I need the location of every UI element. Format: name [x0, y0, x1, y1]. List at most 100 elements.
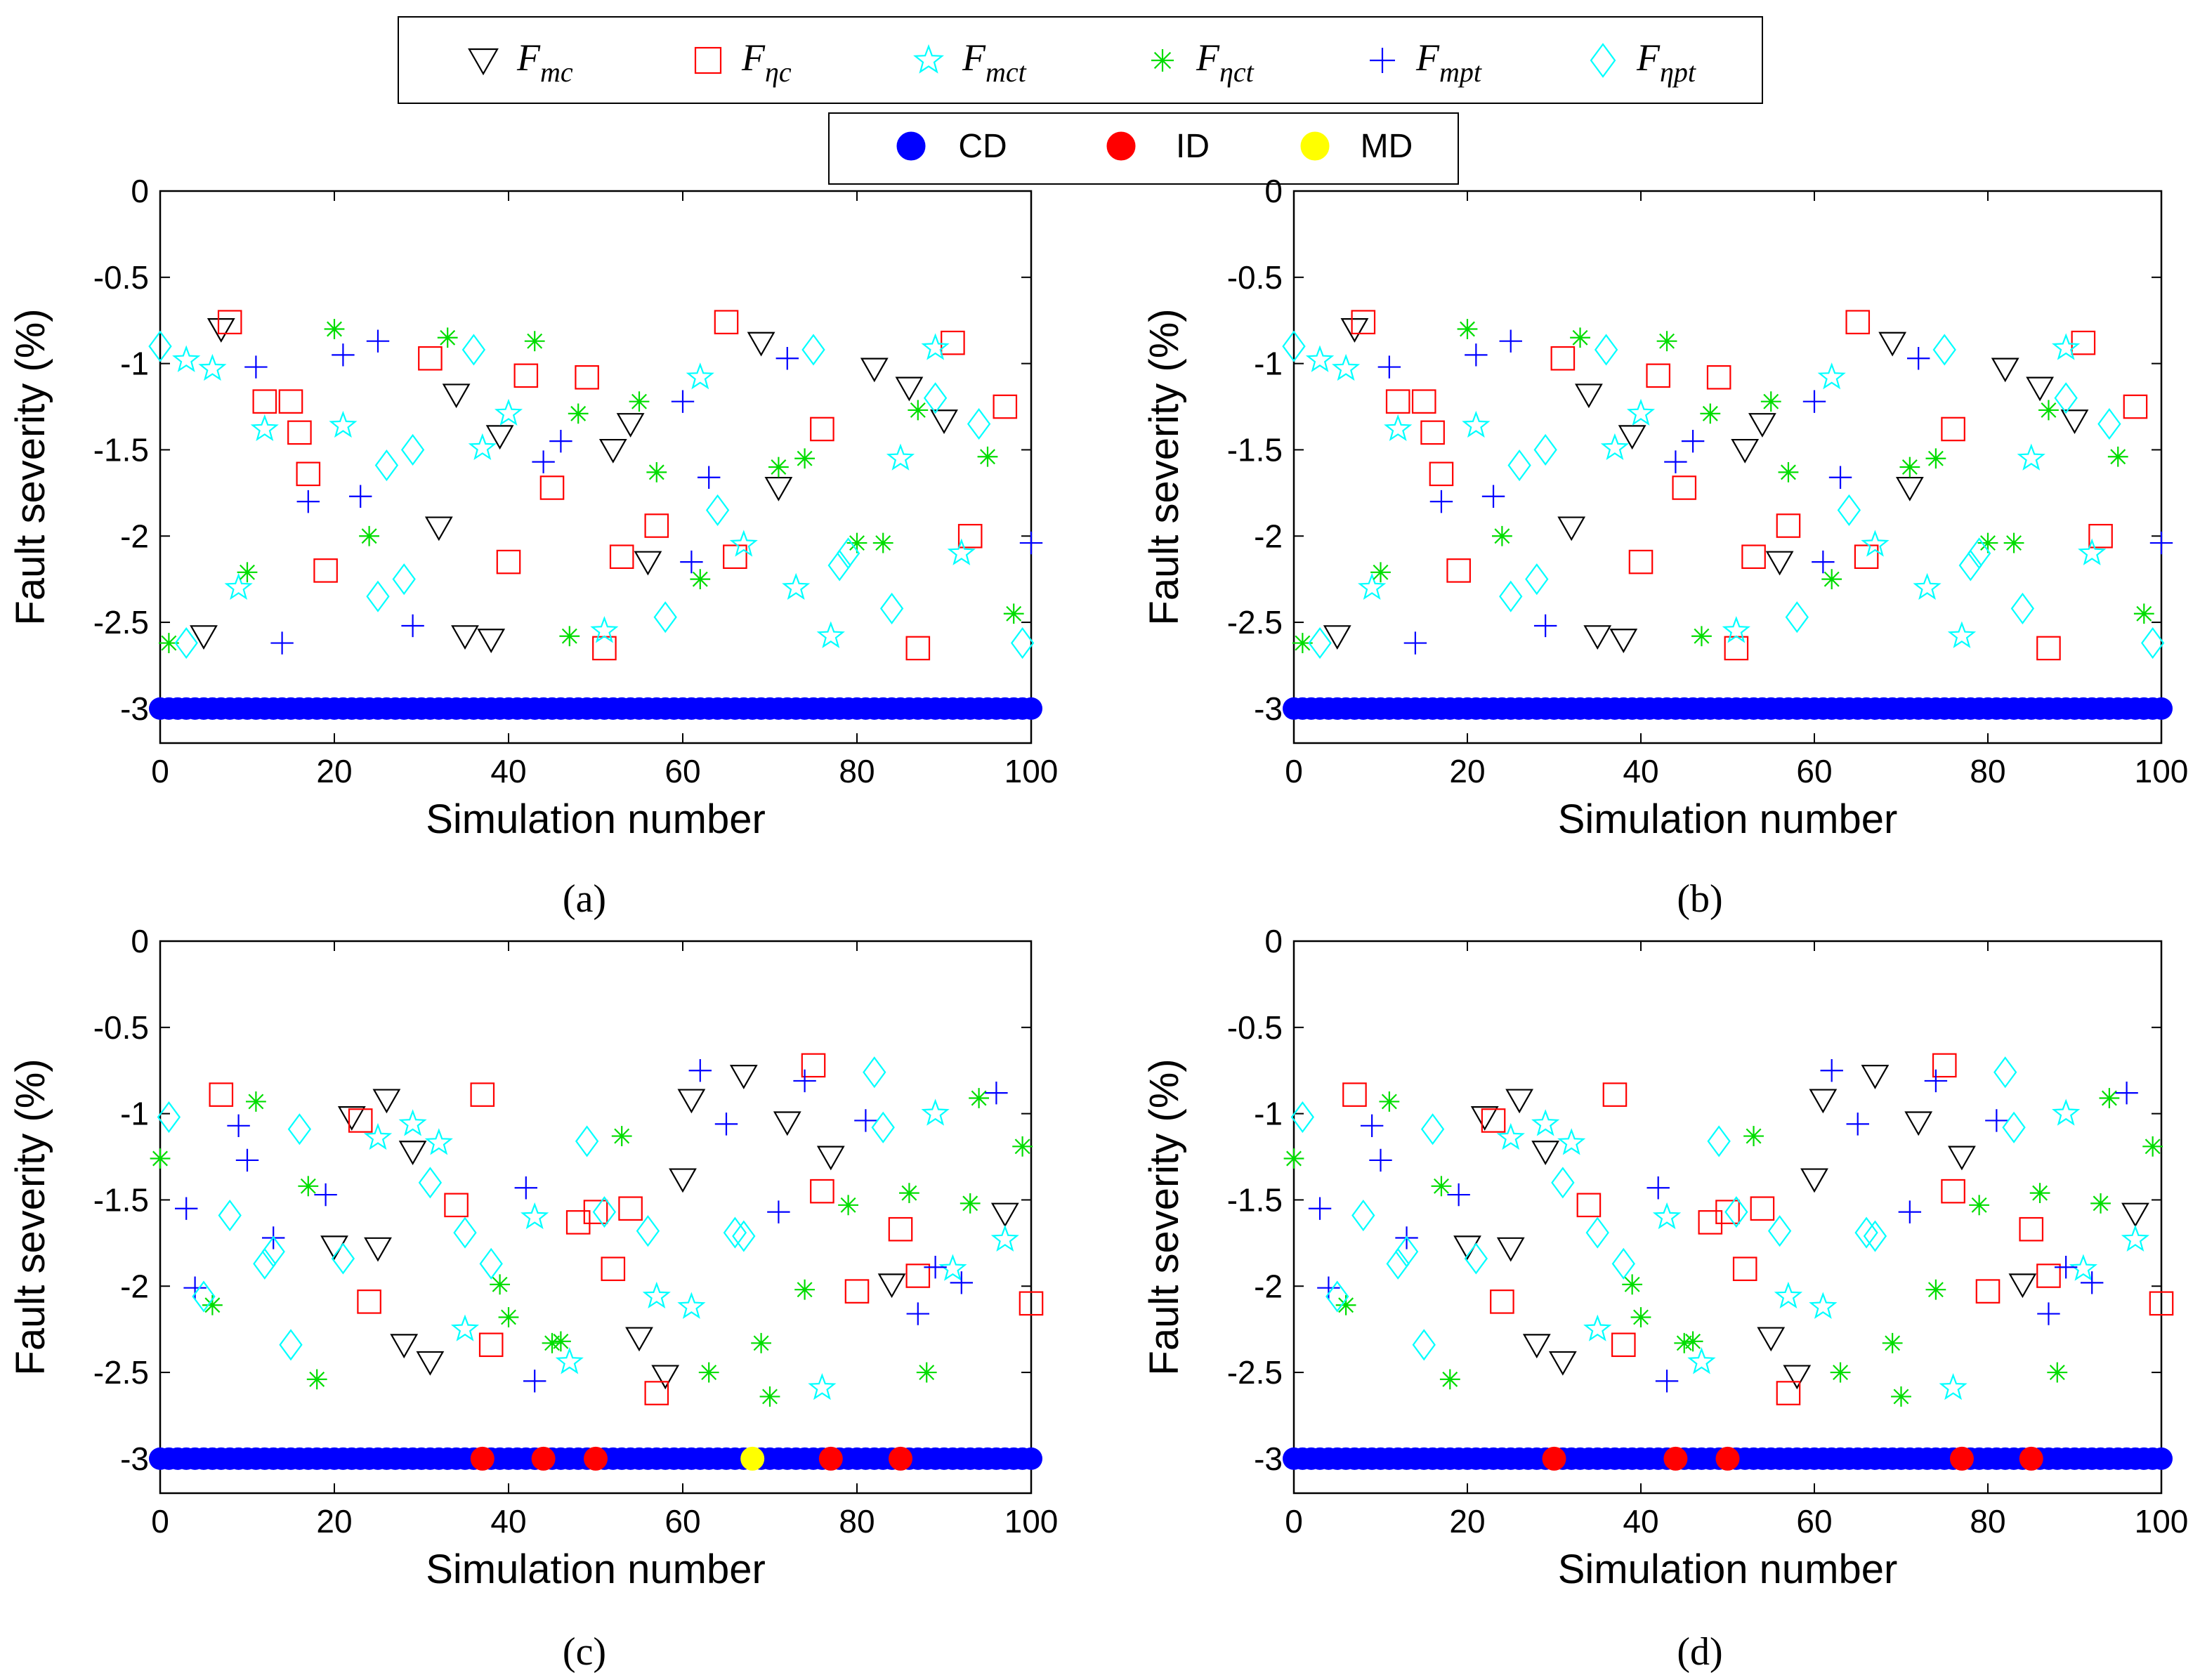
data-point-F_ηc [905, 636, 931, 661]
data-point-F_mc [930, 409, 958, 434]
data-point-F_ηct [646, 461, 667, 483]
y-tick-label: -1 [1254, 346, 1283, 382]
data-point-F_ηct [872, 532, 893, 553]
data-point-F_mpt [1646, 1176, 1670, 1200]
data-point-F_ηpt [279, 1329, 303, 1361]
data-point-F_mc [398, 1141, 427, 1165]
diagnosis-dots [149, 1446, 1042, 1471]
x-tick-label: 80 [1970, 753, 2005, 789]
data-point-F_ηct [1891, 1386, 1911, 1407]
data-point-F_mc [2060, 409, 2089, 434]
data-point-F_ηct [908, 400, 929, 421]
data-point-F_ηc [888, 1216, 913, 1242]
data-point-F_ηpt [461, 334, 486, 366]
data-point-F_ηpt [1611, 1247, 1635, 1280]
data-point-F_mc [990, 1202, 1019, 1228]
data-point-F_mc [1618, 425, 1646, 450]
data-point-F_mct [224, 572, 253, 601]
data-point-F_ηc [2149, 1291, 2174, 1316]
data-point-F_ηc [1715, 1200, 1740, 1224]
data-point-F_ηpt [1585, 1216, 1609, 1249]
legend-label-Fηct: Fηct [1196, 37, 1255, 88]
data-point-F_mc [1522, 1334, 1551, 1359]
series-F_ηct [159, 319, 1024, 653]
data-point-F_mc [442, 383, 471, 409]
data-point-F_ηpt [2054, 382, 2078, 414]
data-point-F_ηpt [1551, 1167, 1575, 1199]
y-tick-label: -1.5 [1227, 431, 1283, 468]
data-point-F_ηc [2071, 330, 2096, 355]
data-point-F_ηct [846, 532, 867, 553]
data-point-F_mc [1609, 629, 1638, 653]
data-point-F_mc [416, 1351, 445, 1376]
data-point-F_ηct [498, 1307, 519, 1327]
panel-caption: (d) [1677, 1630, 1722, 1674]
data-point-F_ηc [217, 310, 242, 334]
chart-panel-d: 0 20 40 60 80 100 0 -0.5 -1 -1.5 -2 -2.5 -3 Simulatio… [1141, 923, 2188, 1674]
data-point-F_mct [642, 1281, 671, 1309]
data-point-F_mpt [366, 329, 390, 353]
legend-label-MD: MD [1361, 128, 1413, 165]
data-point-F_ηct [899, 1183, 919, 1204]
data-point-F_ηct [524, 331, 545, 352]
fault-legend-box [398, 16, 1763, 104]
data-point-F_mc [1505, 1089, 1533, 1114]
data-point-F_mpt [698, 466, 721, 489]
legend-item-Fmc: Fmc [468, 37, 573, 88]
diagnosis-dot-ID [1663, 1446, 1688, 1471]
data-point-F_mct [990, 1224, 1019, 1252]
data-point-F_ηc [2123, 394, 2148, 419]
data-point-F_ηc [2036, 1264, 2061, 1288]
data-point-F_ηpt [1533, 433, 1557, 466]
data-point-F_mc [669, 1168, 697, 1193]
data-point-F_mpt [2115, 1081, 2138, 1105]
data-point-F_ηct [1492, 525, 1512, 546]
x-tick-label: 60 [664, 1503, 700, 1540]
data-point-F_mct [782, 572, 811, 601]
data-point-F_ηct [542, 1332, 563, 1353]
data-point-F_ηc [1975, 1279, 2001, 1304]
data-point-F_mct [1817, 362, 1846, 390]
data-point-F_mc [634, 551, 662, 576]
data-point-F_ηpt [1785, 601, 1809, 634]
data-point-F_ηpt [1351, 1199, 1375, 1232]
data-point-F_mc [372, 1089, 401, 1114]
diagnosis-dot-ID [889, 1446, 912, 1471]
data-point-F_mpt [950, 1271, 973, 1294]
data-point-F_ηct [324, 319, 345, 339]
series-F_mct [172, 333, 976, 648]
data-point-F_mpt [183, 1276, 207, 1299]
legend-item-Fηpt: Fηpt [1590, 37, 1696, 88]
data-point-F_ηct [202, 1294, 223, 1315]
data-point-F_ηc [810, 1179, 834, 1204]
data-point-F_mc [2008, 1273, 2037, 1299]
data-point-F_ηc [618, 1196, 643, 1221]
data-point-F_mpt [1664, 450, 1687, 473]
data-point-F_mct [520, 1202, 549, 1230]
data-point-F_mpt [767, 1200, 790, 1223]
series-F_ηc [1342, 1053, 2174, 1405]
data-point-F_ηct [1283, 1148, 1304, 1169]
data-point-F_ηc [1941, 416, 1965, 442]
data-point-F_mct [1861, 530, 1890, 557]
data-point-F_ηc [1446, 558, 1471, 583]
data-point-F_ηc [941, 330, 965, 355]
data-point-F_ηc [296, 461, 321, 487]
data-point-F_ηc [1429, 461, 1454, 487]
fault-type-legend: Fmc Fηc Fmct Fηct Fmpt Fηpt [398, 16, 1763, 104]
x-tick-label: 0 [151, 1503, 169, 1540]
data-point-F_ηpt [374, 449, 399, 482]
data-point-F_ηpt [218, 1199, 242, 1232]
data-point-F_mct [1947, 621, 1977, 648]
legend-label-Fmct: Fmct [962, 37, 1027, 88]
data-point-F_mc [207, 318, 235, 343]
data-point-F_ηct [1656, 331, 1677, 352]
data-point-F_mpt [1429, 490, 1453, 513]
data-point-F_ηct [1760, 391, 1781, 412]
data-point-F_mc [729, 1065, 758, 1089]
diagnosis-dots [149, 697, 1042, 720]
data-point-F_ηc [1932, 1053, 1957, 1078]
data-point-F_ηpt [1325, 1280, 1349, 1313]
y-axis-label: Fault severity (%) [8, 308, 53, 625]
data-point-F_ηct [2038, 400, 2059, 421]
